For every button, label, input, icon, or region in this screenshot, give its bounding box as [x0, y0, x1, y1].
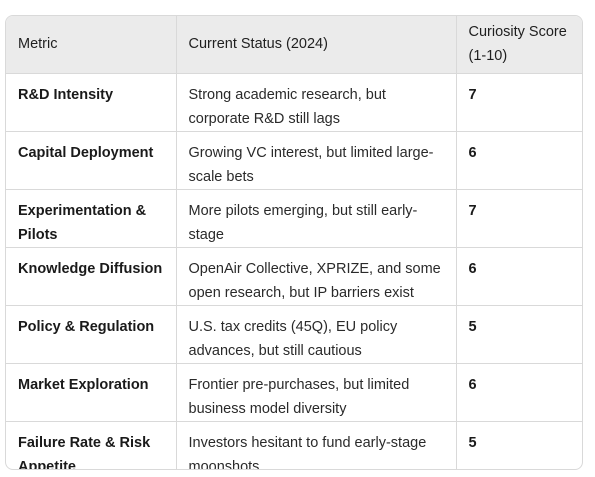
data-table: Metric Current Status (2024) Curiosity S… [6, 16, 582, 470]
score-cell: 6 [455, 247, 582, 306]
status-cell: Investors hesitant to fund early-stage m… [175, 421, 456, 469]
table-body: R&D Intensity Strong academic research, … [6, 73, 582, 470]
score-cell: 7 [455, 189, 582, 248]
score-cell: 5 [455, 421, 582, 469]
status-cell: Strong academic research, but corporate … [175, 73, 456, 132]
score-cell: 7 [455, 73, 582, 132]
status-cell: U.S. tax credits (45Q), EU policy advanc… [175, 305, 456, 364]
table-row: Capital Deployment Growing VC interest, … [6, 131, 582, 190]
header-row: Metric Current Status (2024) Curiosity S… [6, 16, 582, 74]
header-current-status: Current Status (2024) [175, 16, 456, 74]
header-curiosity-score: Curiosity Score (1-10) [455, 16, 582, 74]
metric-cell: Failure Rate & Risk Appetite [18, 434, 151, 470]
table-row: Policy & Regulation U.S. tax credits (45… [6, 305, 582, 364]
table-row: Experimentation & Pilots More pilots eme… [6, 189, 582, 248]
metric-cell: Market Exploration [6, 363, 176, 422]
header-metric: Metric [6, 16, 176, 74]
table-row: Market Exploration Frontier pre-purchase… [6, 363, 582, 422]
metric-cell: Knowledge Diffusion [6, 247, 176, 306]
table-row: R&D Intensity Strong academic research, … [6, 73, 582, 132]
score-cell: 5 [455, 305, 582, 364]
table-header: Metric Current Status (2024) Curiosity S… [6, 16, 582, 74]
table-row: Failure Rate & Risk Appetite Investors h… [6, 421, 582, 470]
score-cell: 6 [455, 131, 582, 190]
status-cell: Growing VC interest, but limited large-s… [175, 131, 456, 190]
metric-cell: Policy & Regulation [6, 305, 176, 364]
curiosity-table: Metric Current Status (2024) Curiosity S… [5, 15, 583, 470]
status-cell: More pilots emerging, but still early-st… [175, 189, 456, 248]
status-cell: Frontier pre-purchases, but limited busi… [175, 363, 456, 422]
metric-cell: Experimentation & Pilots [6, 189, 176, 248]
table-row: Knowledge Diffusion OpenAir Collective, … [6, 247, 582, 306]
metric-cell: Capital Deployment [6, 131, 176, 190]
status-cell: OpenAir Collective, XPRIZE, and some ope… [175, 247, 456, 306]
score-cell: 6 [455, 363, 582, 422]
metric-cell: R&D Intensity [6, 73, 176, 132]
